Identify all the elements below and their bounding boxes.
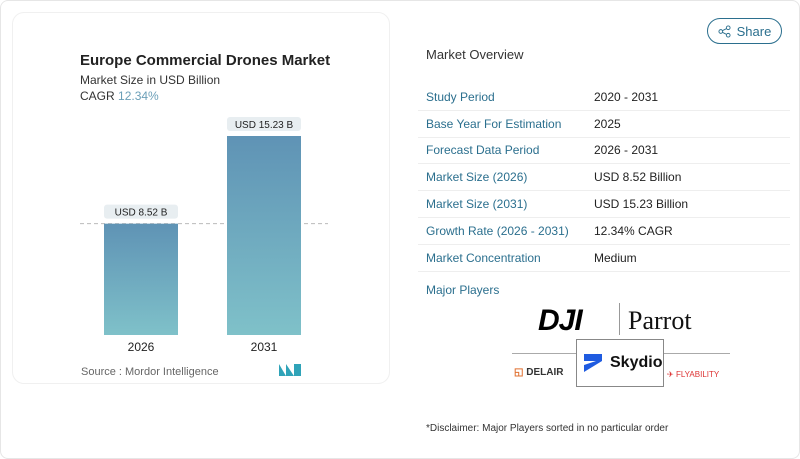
flyability-wordmark: FLYABILITY xyxy=(675,370,720,379)
overview-row: Forecast Data Period 2026 - 2031 xyxy=(418,138,790,165)
row-value: Medium xyxy=(594,250,637,265)
player-logo-parrot: Parrot xyxy=(628,306,692,335)
skydio-wordmark: Skydio xyxy=(610,354,663,371)
share-button[interactable]: Share xyxy=(707,18,782,44)
row-label: Growth Rate (2026 - 2031) xyxy=(426,223,569,238)
row-label: Base Year For Estimation xyxy=(426,116,562,131)
row-label: Market Size (2031) xyxy=(426,197,528,212)
row-label: Market Size (2026) xyxy=(426,170,528,185)
row-value: USD 8.52 Billion xyxy=(594,170,682,185)
data-label: USD 15.23 B xyxy=(235,120,294,131)
skydio-mark xyxy=(584,354,602,372)
overview-row: Market Size (2026) USD 8.52 Billion xyxy=(418,164,790,192)
share-label: Share xyxy=(736,23,772,39)
data-label-bg xyxy=(227,117,301,131)
row-label: Market Concentration xyxy=(426,250,541,265)
chart-title: Europe Commercial Drones Market xyxy=(80,52,331,69)
share-icon xyxy=(718,24,731,38)
bar-2031 xyxy=(227,136,301,335)
overview-title: Market Overview xyxy=(426,47,524,62)
delair-wordmark: DELAIR xyxy=(526,367,564,378)
player-logo-skydio: Skydio xyxy=(576,339,664,387)
overview-row: Market Size (2031) USD 15.23 Billion xyxy=(418,191,790,218)
overview-row: Market Concentration Medium xyxy=(418,245,790,272)
cagr-value: 12.34% xyxy=(118,89,159,103)
flyability-mark: ✈ xyxy=(667,370,674,379)
bar-2026 xyxy=(104,223,178,335)
row-value: USD 15.23 Billion xyxy=(594,197,689,212)
bar-chart: USD 8.52 B 2026 USD 15.23 B 2031 xyxy=(80,117,328,354)
row-value: 2026 - 2031 xyxy=(594,143,659,158)
x-tick-label: 2031 xyxy=(251,340,278,354)
overview-row: Growth Rate (2026 - 2031) 12.34% CAGR xyxy=(418,218,790,245)
row-value: 12.34% CAGR xyxy=(594,223,673,238)
data-label-bg xyxy=(104,204,178,219)
overview-row: Base Year For Estimation 2025 xyxy=(418,111,790,138)
player-logo-flyability: ✈ FLYABILITY xyxy=(667,370,719,379)
data-label: USD 8.52 B xyxy=(115,208,168,219)
overview-table: Study Period 2020 - 2031 Base Year For Est… xyxy=(418,84,790,272)
disclaimer: *Disclaimer: Major Players sorted in no … xyxy=(426,423,669,434)
player-logo-delair: ◱ DELAIR xyxy=(514,367,563,378)
cagr-label: CAGR xyxy=(80,89,115,103)
chart-subtitle: Market Size in USD Billion xyxy=(80,73,221,87)
delair-mark: ◱ xyxy=(514,367,524,378)
x-tick-label: 2026 xyxy=(128,340,155,354)
overview-row: Study Period 2020 - 2031 xyxy=(418,84,790,111)
row-value: 2020 - 2031 xyxy=(594,89,659,104)
cagr: CAGR 12.34% xyxy=(80,89,159,103)
player-logo-dji: DJI xyxy=(538,304,583,337)
row-value: 2025 xyxy=(594,116,621,131)
row-label: Study Period xyxy=(426,89,495,104)
chart-card xyxy=(12,12,390,384)
mordor-logo xyxy=(279,364,301,376)
logo-divider xyxy=(619,303,620,335)
row-label: Forecast Data Period xyxy=(426,143,540,158)
major-players-label: Major Players xyxy=(426,283,500,297)
source-text: Source : Mordor Intelligence xyxy=(81,366,219,378)
